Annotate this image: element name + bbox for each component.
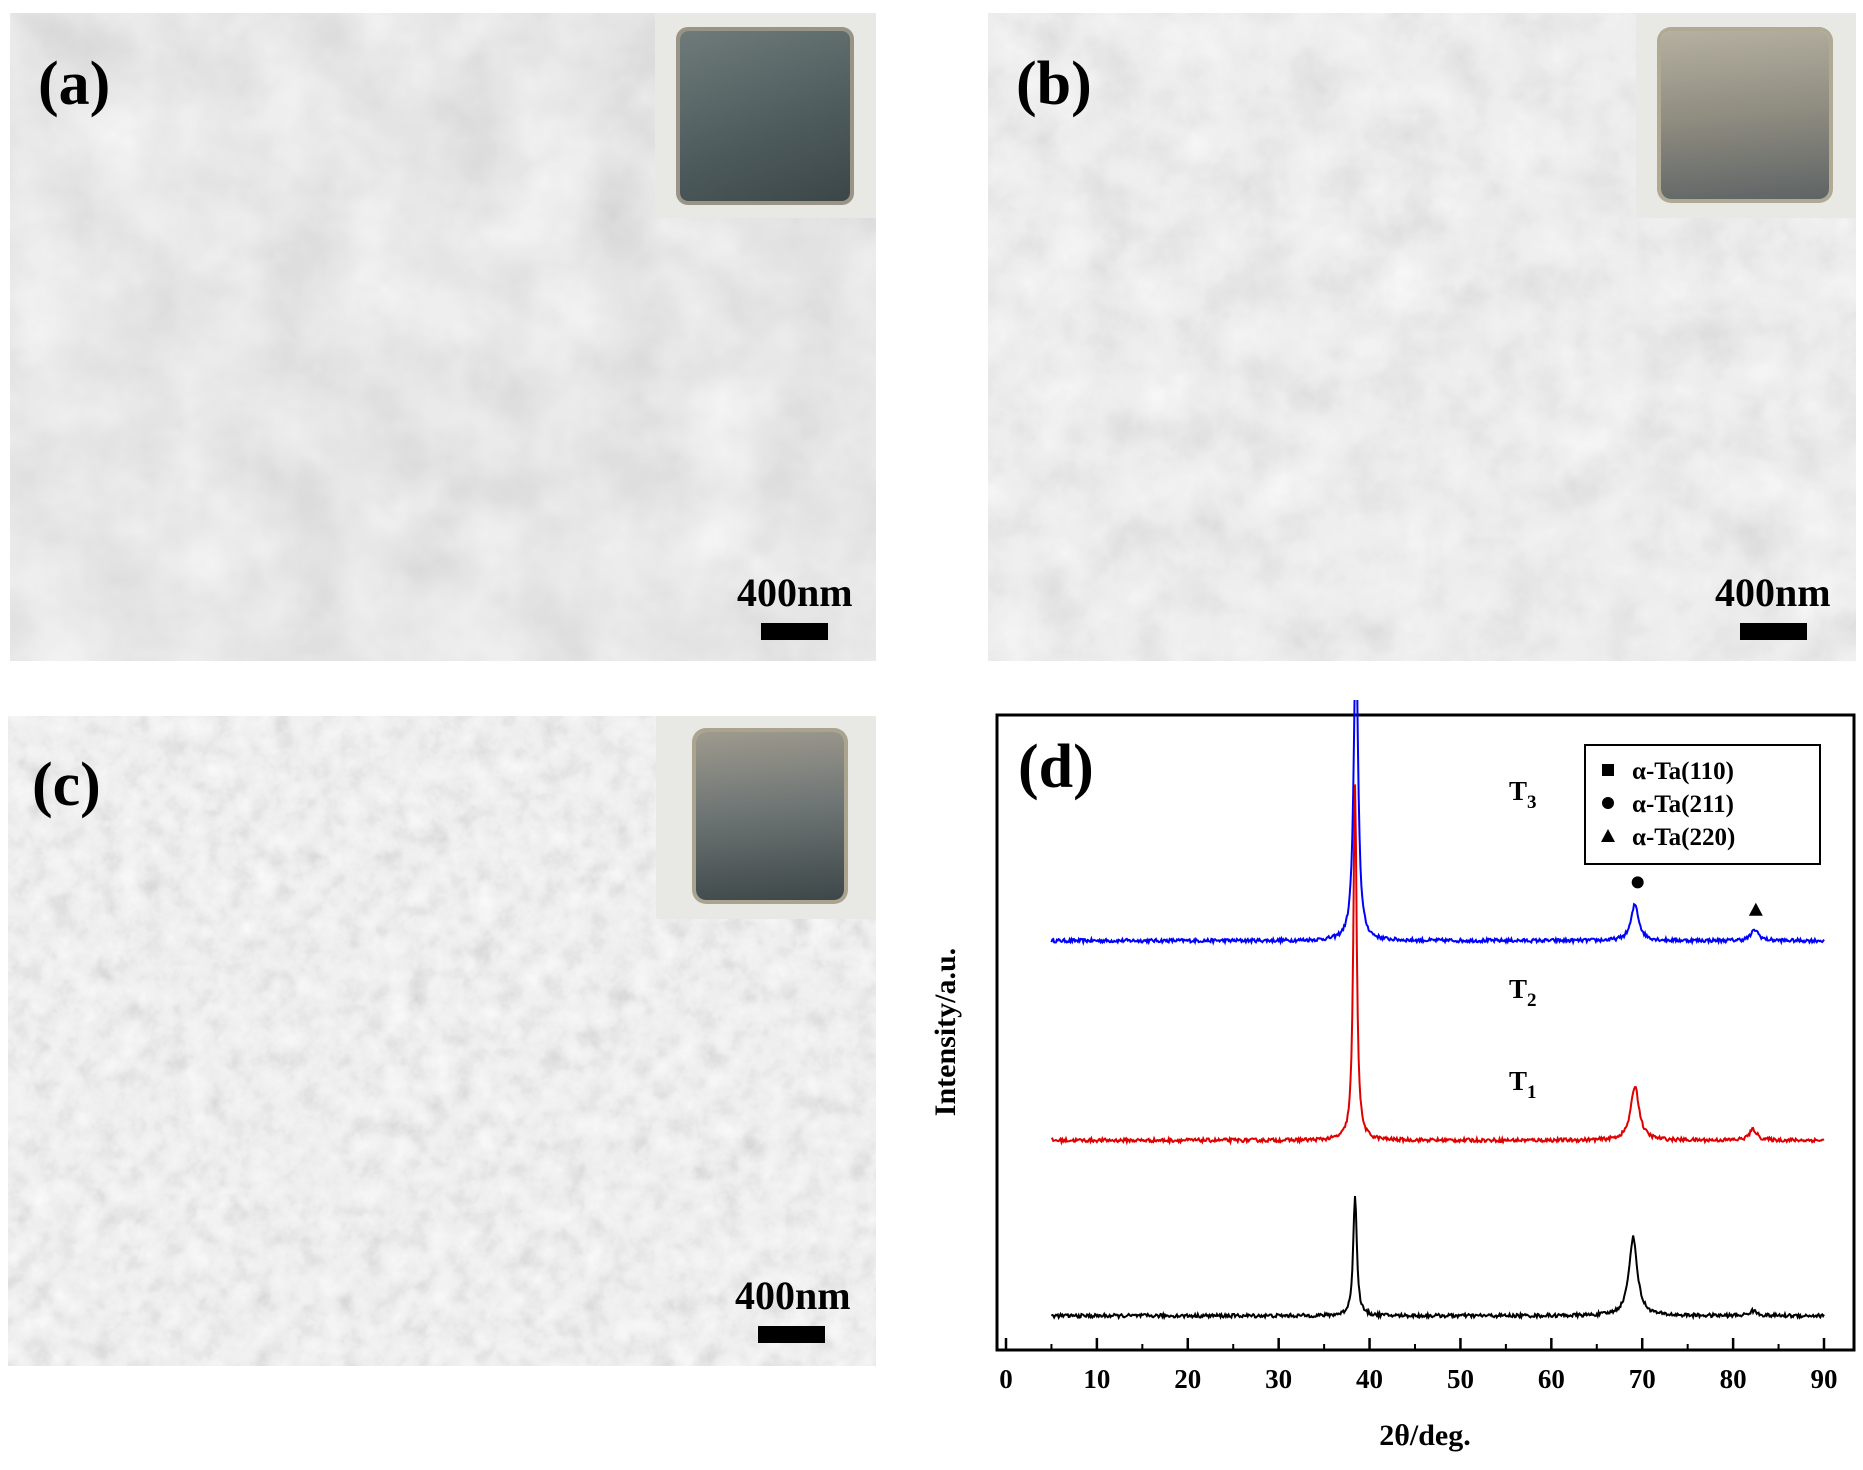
panel-label-d: (d) xyxy=(1018,733,1094,801)
peak-marker-triangle xyxy=(1748,902,1763,916)
scale-text-a: 400nm xyxy=(737,570,853,615)
peak-marker-circle xyxy=(1631,876,1644,889)
sample-square-c xyxy=(696,732,844,900)
legend-label-0: α-Ta(110) xyxy=(1632,758,1734,785)
scale-bar-b xyxy=(1740,623,1807,640)
x-tick-label-30: 30 xyxy=(1265,1364,1292,1394)
legend-marker-square xyxy=(1602,764,1614,776)
sample-square-b xyxy=(1661,31,1829,199)
x-tick-label-60: 60 xyxy=(1538,1364,1565,1394)
panel-label-b: (b) xyxy=(1016,50,1092,118)
x-tick-label-20: 20 xyxy=(1174,1364,1201,1394)
scale-text-b: 400nm xyxy=(1715,570,1831,615)
series-labels: T3 T2 T1 xyxy=(1509,776,1537,1103)
scale-bar-a xyxy=(761,623,828,640)
sample-photo-inset-b xyxy=(1636,13,1856,218)
x-axis-title: 2θ/deg. xyxy=(1379,1419,1471,1452)
x-tick-label-70: 70 xyxy=(1629,1364,1656,1394)
x-tick-label-40: 40 xyxy=(1356,1364,1383,1394)
series-line-T3 xyxy=(1050,700,1825,946)
legend: α-Ta(110) α-Ta(211) α-Ta(220) xyxy=(1584,744,1821,865)
x-tick-label-90: 90 xyxy=(1811,1364,1838,1394)
series-line-T2 xyxy=(1050,784,1825,1146)
series-label-T3: T3 xyxy=(1509,776,1537,813)
legend-box xyxy=(1584,744,1821,865)
scale-bar-c xyxy=(758,1326,825,1343)
legend-label-1: α-Ta(211) xyxy=(1632,791,1734,818)
x-axis: 0 10 20 30 40 50 60 70 80 90 xyxy=(999,1338,1838,1394)
legend-label-2: α-Ta(220) xyxy=(1632,824,1735,851)
legend-marker-circle xyxy=(1602,797,1614,809)
peak-markers xyxy=(1631,876,1763,916)
sample-photo-inset-c xyxy=(656,716,876,919)
legend-marker-triangle xyxy=(1601,829,1615,842)
sem-image-a: (a) 400nm xyxy=(10,13,876,661)
x-tick-label-0: 0 xyxy=(999,1364,1013,1394)
series-label-T1: T1 xyxy=(1509,1066,1537,1103)
sem-image-c: (c) 400nm xyxy=(8,716,876,1366)
panel-label-a: (a) xyxy=(38,50,111,118)
series-line-T1 xyxy=(1050,1195,1825,1321)
scale-text-c: 400nm xyxy=(735,1273,851,1318)
x-tick-label-50: 50 xyxy=(1447,1364,1474,1394)
series-group xyxy=(1050,700,1825,1321)
xrd-chart: (d) 0 10 20 30 40 50 60 70 80 90 T3 T2 T1 2θ/deg. I… xyxy=(929,700,1856,1452)
sample-square-a xyxy=(680,31,850,201)
series-label-T2: T2 xyxy=(1509,974,1537,1011)
x-tick-label-80: 80 xyxy=(1720,1364,1747,1394)
sample-photo-inset-a xyxy=(655,13,876,218)
sem-image-b: (b) 400nm xyxy=(988,13,1856,661)
plot-frame xyxy=(995,713,1856,1352)
panel-label-c: (c) xyxy=(32,751,101,819)
x-tick-label-10: 10 xyxy=(1083,1364,1110,1394)
y-axis-title: Intensity/a.u. xyxy=(929,948,962,1116)
